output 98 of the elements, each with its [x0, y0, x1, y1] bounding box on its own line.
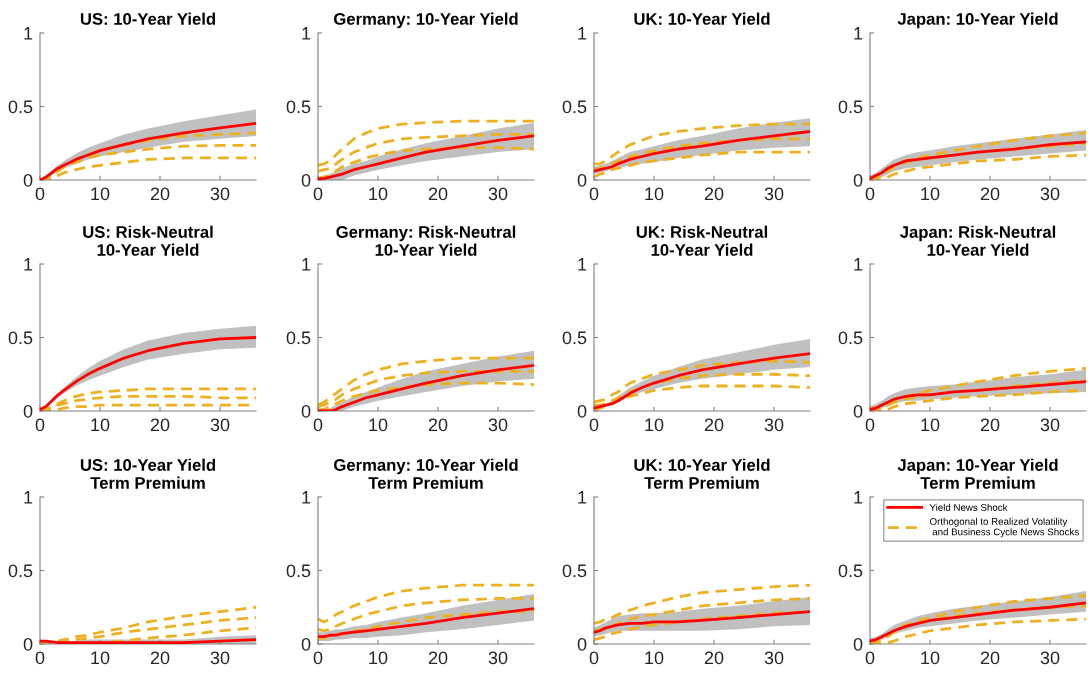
chart-title: UK: 10-Year Yield	[634, 12, 770, 25]
y-tick-label: 0.5	[562, 100, 587, 114]
x-tick-label: 0	[35, 187, 45, 201]
x-tick-label: 30	[764, 651, 784, 665]
y-tick-label: 0.5	[838, 564, 863, 578]
y-tick-label: 0.5	[286, 331, 311, 345]
chart-title: Japan: 10-Year Yield	[897, 12, 1058, 29]
y-tick-label: 0.5	[838, 100, 863, 114]
x-tick-label: 20	[704, 418, 724, 432]
y-tick-label: 0	[577, 173, 587, 187]
legend-label: Yield News Shock	[929, 503, 1008, 511]
y-tick-label: 0	[577, 637, 587, 651]
y-tick-label: 1	[854, 27, 863, 40]
x-tick-label: 30	[488, 651, 508, 665]
x-tick-label: 30	[488, 418, 508, 432]
y-tick-label: 0	[301, 173, 311, 187]
x-tick-label: 10	[921, 418, 940, 432]
chart-title: US: 10-Year Yield Term Premium	[80, 458, 215, 489]
x-tick-label: 20	[150, 418, 170, 432]
x-tick-label: 10	[91, 418, 110, 432]
x-tick-label: 30	[210, 651, 230, 665]
x-tick-label: 0	[865, 187, 875, 201]
x-tick-label: 10	[921, 187, 940, 201]
x-tick-label: 10	[921, 651, 940, 665]
x-tick-label: 30	[488, 187, 508, 201]
y-tick-label: 1	[578, 491, 587, 504]
x-tick-label: 0	[589, 187, 599, 201]
x-tick-label: 30	[764, 187, 784, 201]
x-tick-label: 20	[980, 187, 1000, 201]
y-tick-label: 0.5	[8, 100, 33, 114]
y-tick-label: 1	[854, 258, 863, 271]
y-tick-label: 1	[302, 491, 311, 504]
y-tick-label: 1	[24, 258, 33, 271]
x-tick-label: 0	[865, 418, 875, 432]
y-tick-label: 0	[301, 637, 311, 651]
legend-label: Orthogonal to Realized Volatility and Business Cycle News Shocks	[929, 517, 1079, 538]
x-tick-label: 0	[865, 651, 875, 665]
y-tick-label: 1	[24, 27, 33, 40]
y-tick-label: 1	[578, 258, 587, 271]
y-tick-label: 0	[853, 637, 863, 651]
y-tick-label: 1	[302, 27, 311, 40]
x-tick-label: 30	[210, 187, 230, 201]
y-tick-label: 0.5	[286, 564, 311, 578]
chart-title: Germany: 10-Year Yield Term Premium	[334, 458, 518, 489]
y-tick-label: 1	[578, 27, 587, 40]
x-tick-label: 30	[1040, 651, 1060, 665]
x-tick-label: 10	[645, 418, 664, 432]
x-tick-label: 30	[210, 418, 230, 432]
x-tick-label: 0	[589, 418, 599, 432]
x-tick-label: 20	[150, 187, 170, 201]
x-tick-label: 20	[150, 651, 170, 665]
x-tick-label: 30	[1040, 187, 1060, 201]
chart-title: Japan: Risk-Neutral 10-Year Yield	[899, 225, 1056, 256]
x-tick-label: 20	[428, 187, 448, 201]
x-tick-label: 10	[369, 187, 388, 201]
chart-title: Germany: 10-Year Yield	[334, 12, 518, 29]
x-tick-label: 0	[589, 651, 599, 665]
y-tick-label: 0.5	[8, 331, 33, 345]
x-tick-label: 20	[980, 651, 1000, 665]
chart-title: US: 10-Year Yield	[80, 12, 215, 25]
y-tick-label: 0.5	[562, 331, 587, 345]
x-tick-label: 0	[35, 651, 45, 665]
x-tick-label: 10	[645, 187, 664, 201]
y-tick-label: 1	[302, 258, 311, 271]
chart-title: Japan: 10-Year Yield Term Premium	[897, 458, 1058, 489]
chart-title: UK: Risk-Neutral 10-Year Yield	[636, 225, 768, 256]
y-tick-label: 0	[853, 173, 863, 187]
y-tick-label: 0.5	[838, 331, 863, 345]
x-tick-label: 30	[1040, 418, 1060, 432]
chart-title: UK: 10-Year Yield Term Premium	[634, 458, 770, 489]
y-tick-label: 1	[854, 491, 863, 504]
x-tick-label: 0	[313, 187, 323, 201]
x-tick-label: 20	[428, 651, 448, 665]
y-tick-label: 0	[23, 173, 33, 187]
chart-title: US: Risk-Neutral 10-Year Yield	[83, 225, 213, 256]
x-tick-label: 0	[35, 418, 45, 432]
x-tick-label: 20	[980, 418, 1000, 432]
x-tick-label: 20	[704, 651, 724, 665]
x-tick-label: 10	[369, 418, 388, 432]
x-tick-label: 10	[645, 651, 664, 665]
y-tick-label: 1	[24, 491, 33, 504]
x-tick-label: 10	[91, 187, 110, 201]
x-tick-label: 30	[764, 418, 784, 432]
y-tick-label: 0	[23, 404, 33, 418]
x-tick-label: 10	[369, 651, 388, 665]
y-tick-label: 0	[577, 404, 587, 418]
y-tick-label: 0.5	[8, 564, 33, 578]
x-tick-label: 0	[313, 651, 323, 665]
x-tick-label: 20	[428, 418, 448, 432]
y-tick-label: 0	[23, 637, 33, 651]
y-tick-label: 0	[301, 404, 311, 418]
y-tick-label: 0.5	[562, 564, 587, 578]
y-tick-label: 0	[853, 404, 863, 418]
chart-title: Germany: Risk-Neutral 10-Year Yield	[336, 225, 516, 256]
x-tick-label: 10	[91, 651, 110, 665]
y-tick-label: 0.5	[286, 100, 311, 114]
x-tick-label: 0	[313, 418, 323, 432]
x-tick-label: 20	[704, 187, 724, 201]
